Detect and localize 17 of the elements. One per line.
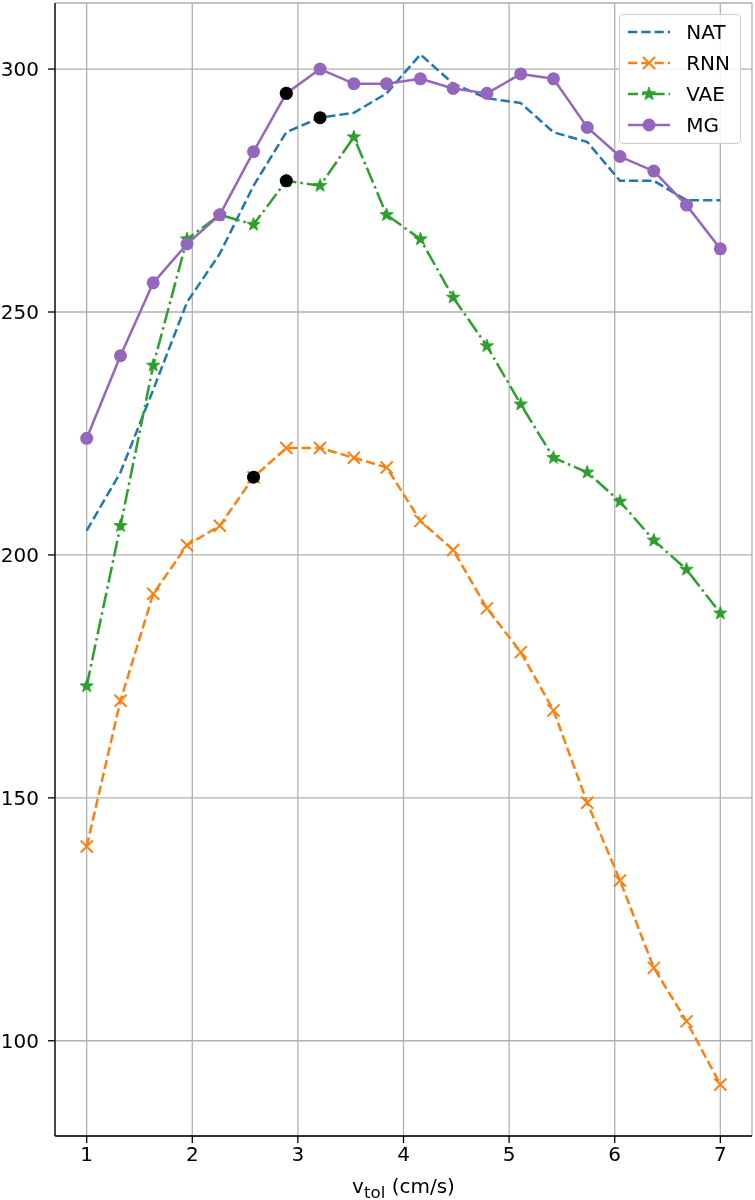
x-tick-label: 7 (713, 1142, 727, 1167)
legend-label: MG (686, 112, 719, 137)
legend-label: VAE (686, 81, 725, 106)
y-tick-label: 150 (0, 785, 39, 810)
y-tick-label: 300 (0, 57, 39, 82)
legend-label: RNN (686, 50, 730, 75)
x-tick-label: 3 (291, 1142, 305, 1167)
y-tick-label: 100 (0, 1028, 39, 1053)
legend-label: NAT (686, 19, 726, 44)
x-tick-label: 6 (608, 1142, 622, 1167)
x-tick-label: 5 (502, 1142, 516, 1167)
x-tick-label: 2 (185, 1142, 199, 1167)
y-tick-label: 200 (0, 543, 39, 568)
x-axis-title: v$_{tol}$ (cm/s) (352, 1174, 455, 1200)
x-tick-label: 4 (397, 1142, 410, 1167)
y-tick-label: 250 (0, 300, 39, 325)
x-tick-label: 1 (80, 1142, 94, 1167)
